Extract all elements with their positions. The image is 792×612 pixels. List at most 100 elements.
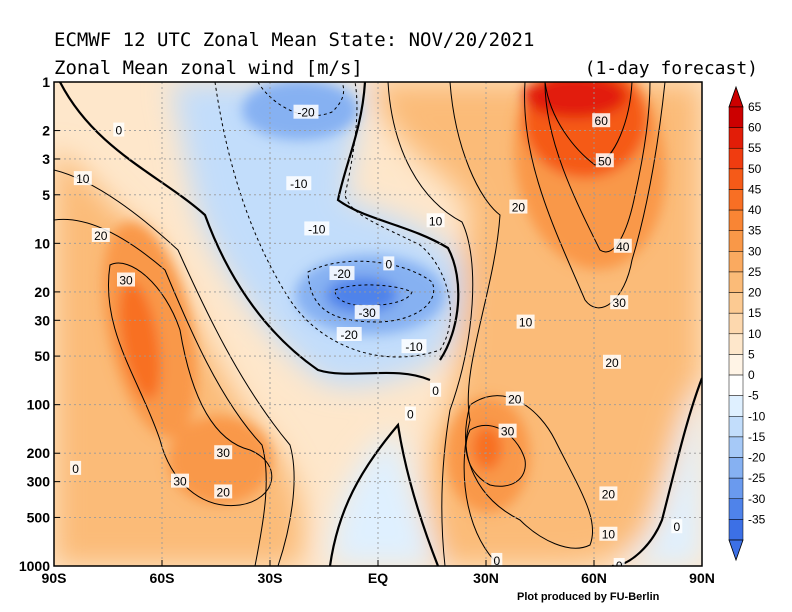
zero-contour-northpole <box>611 377 702 566</box>
colorbar: 65605550454035302520151050-5-10-15-20-25… <box>728 85 766 562</box>
colorbar-swatch <box>728 457 744 479</box>
contour-label: 10 <box>602 528 616 542</box>
pos30-south <box>108 262 273 507</box>
colorbar-label: 65 <box>748 100 762 114</box>
colorbar-swatch <box>728 106 744 128</box>
spj-south-core-35 <box>119 280 161 400</box>
colorbar-label: 0 <box>748 368 755 382</box>
forecast-label: (1-day forecast) <box>585 58 758 79</box>
contour-label: 0 <box>673 520 680 534</box>
colorbar-label: -20 <box>748 451 766 465</box>
colorbar-arrow-top <box>728 85 744 108</box>
contour-label: 0 <box>115 124 122 138</box>
colorbar-swatch <box>728 477 744 500</box>
contour-label-bg <box>430 382 442 397</box>
y-tick-label: 30 <box>34 312 50 328</box>
contour-label: -20 <box>297 106 315 120</box>
grid-lines <box>54 82 702 566</box>
pos20-north-lower <box>465 395 594 549</box>
contour-label: 30 <box>613 296 627 310</box>
x-tick-label: 60S <box>150 570 175 586</box>
npj-core-45 <box>523 82 647 178</box>
y-axis: 1 2 3 5 10 20 30 50 100 200 300 500 1000 <box>19 74 60 574</box>
x-tick-label: 90S <box>42 570 67 586</box>
contour-label: 20 <box>217 485 231 499</box>
contour-label-bg <box>304 221 330 236</box>
y-tick-label: 10 <box>34 235 50 251</box>
contour-label: -10 <box>290 177 308 191</box>
colorbar-label: -15 <box>748 430 766 444</box>
surface-easterly-fill-left <box>330 430 440 566</box>
colorbar-label: 15 <box>748 306 762 320</box>
contour-label: 0 <box>616 559 623 573</box>
pos50-north <box>544 82 633 166</box>
contour-label-bg <box>509 199 528 214</box>
contour-label-bg <box>214 484 233 499</box>
credit-text: Plot produced by FU-Berlin <box>517 591 660 603</box>
contour-label-bg <box>401 339 427 354</box>
colorbar-label: 35 <box>748 224 762 238</box>
colorbar-swatch <box>728 230 744 252</box>
y-tick-label: 200 <box>27 445 51 461</box>
colorbar-swatch <box>728 189 744 211</box>
colorbar-swatch <box>728 292 744 314</box>
contour-label: 10 <box>429 214 443 228</box>
y-tick-label: 3 <box>42 151 50 167</box>
colorbar-swatch <box>728 147 744 170</box>
colorbar-swatch <box>728 416 744 438</box>
colorbar-swatch <box>728 168 744 190</box>
contour-label: -10 <box>405 340 423 354</box>
contour-label-bg <box>671 519 683 534</box>
x-tick-label: 30N <box>473 570 499 586</box>
colorbar-label: 60 <box>748 121 762 135</box>
colorbar-swatch <box>728 127 744 149</box>
contour-label-bg <box>214 445 233 460</box>
contour-label-bg <box>592 113 611 128</box>
colorbar-label: 30 <box>748 244 762 258</box>
zero-contour-upper <box>59 82 431 382</box>
y-tick-label: 1 <box>42 74 50 90</box>
contour-label: 40 <box>616 240 630 254</box>
colorbar-swatch <box>728 519 744 541</box>
zero-contour-tropics <box>336 82 460 361</box>
x-tick-label: 60N <box>581 570 607 586</box>
contour-label-bg <box>329 266 355 281</box>
contour-label: 10 <box>76 172 90 186</box>
y-tick-label: 1000 <box>19 558 50 574</box>
colorbar-swatch <box>728 312 744 335</box>
colorbar-swatch <box>728 374 744 396</box>
y-tick-label: 500 <box>27 509 51 525</box>
contour-label: 10 <box>519 316 533 330</box>
y-tick-label: 50 <box>34 348 50 364</box>
contour-label-bg <box>404 406 416 421</box>
contour-label-bg <box>293 104 319 119</box>
contour-label: 20 <box>94 229 108 243</box>
y-tick-label: 20 <box>34 284 50 300</box>
colorbar-label: -10 <box>748 409 766 423</box>
pos20-south <box>54 218 267 566</box>
colorbar-label: 40 <box>748 203 762 217</box>
contour-label: -30 <box>359 306 377 320</box>
contour-label-bg <box>613 238 632 253</box>
contour-label-bg <box>73 171 92 186</box>
pos10-north <box>387 82 474 566</box>
colorbar-label: 50 <box>748 162 762 176</box>
colorbar-label: -35 <box>748 512 766 526</box>
contour-label: -10 <box>308 222 326 236</box>
contour-label-bg <box>171 473 189 488</box>
colorbar-swatch <box>728 333 744 355</box>
zero-contour-surface <box>328 422 440 566</box>
x-tick-label: 30S <box>258 570 283 586</box>
plot-area: 01020303030200-20-10-10-20-30-200-101000… <box>54 82 702 573</box>
contour-label-bg <box>91 227 110 242</box>
x-axis: 90S 60S 30S EQ 30N 60N 90N <box>42 560 715 586</box>
contour-label: 0 <box>72 462 79 476</box>
contour-label: 20 <box>508 393 522 407</box>
contour-labels: 01020303030200-20-10-10-20-30-200-101000… <box>70 104 683 573</box>
colorbar-swatch <box>728 498 744 520</box>
contour-label-bg <box>498 423 517 438</box>
x-tick-label: EQ <box>368 570 388 586</box>
contour-label: 0 <box>385 257 392 271</box>
contour-label: -20 <box>341 328 359 342</box>
